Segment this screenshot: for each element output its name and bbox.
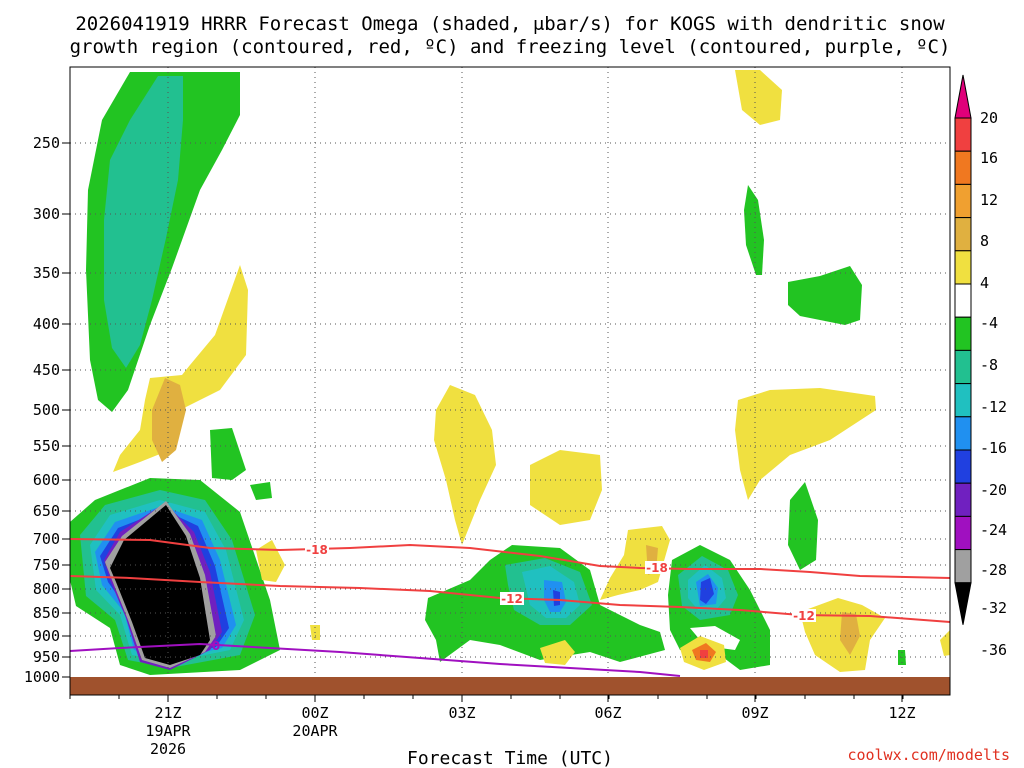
x-tick-label: 12Z	[888, 704, 915, 722]
omega-region-white-08z	[690, 626, 740, 650]
omega-region-red-08z-low	[700, 650, 708, 658]
omega-region-yellow-03z	[434, 385, 496, 545]
colorbar-bin	[954, 183, 972, 219]
colorbar-bin	[954, 349, 972, 385]
colorbar-bin	[954, 150, 972, 185]
colorbar-label: -28	[980, 561, 1007, 579]
grid-lines	[70, 67, 950, 677]
omega-region-green-right-mid	[788, 482, 818, 570]
colorbar-bin	[954, 449, 972, 484]
x-tick-label: 00Z	[301, 704, 328, 722]
x-tick-label: 21Z	[154, 704, 181, 722]
x-tick-label: 03Z	[448, 704, 475, 722]
colorbar-bin	[954, 416, 972, 451]
dgz-label-1: -18	[306, 543, 328, 557]
dgz-label-3: -12	[501, 592, 523, 606]
colorbar: 20 16 12 8 4 -4 -8 -12 -16 -20 -24 -28 -32 -36	[954, 74, 1007, 659]
y-tick-label: 450	[33, 361, 60, 379]
y-tick-label: 900	[33, 627, 60, 645]
omega-region-yellow-07z	[600, 526, 670, 600]
freezing-level-contour	[69, 642, 681, 677]
omega-region-yellow-left	[113, 265, 248, 472]
y-tick-label: 500	[33, 401, 60, 419]
omega-shading	[70, 70, 950, 675]
x-axis-label: Forecast Time (UTC)	[407, 748, 613, 768]
omega-region-green-09z-upper	[744, 185, 764, 275]
colorbar-bin	[954, 515, 972, 551]
plot-area: -18 -18 -12 -12 0	[69, 66, 951, 696]
omega-region-darkblue-08z	[700, 578, 714, 604]
omega-region-green-edge	[756, 640, 762, 655]
omega-region-green-10z	[788, 266, 862, 325]
dgz-contour-minus12	[69, 575, 951, 623]
omega-region-yellow-right-mid	[735, 388, 876, 500]
colorbar-label: -32	[980, 599, 1007, 617]
colorbar-label: -4	[980, 314, 998, 332]
y-tick-label: 1000	[24, 668, 60, 686]
y-tick-label: 750	[33, 556, 60, 574]
y-tick-label: 400	[33, 315, 60, 333]
x-tick-date: 20APR	[292, 722, 338, 740]
chart-title-line2: growth region (contoured, red, ºC) and f…	[70, 36, 951, 58]
omega-region-yellow-04z-low	[540, 640, 575, 665]
colorbar-label: 8	[980, 232, 989, 250]
colorbar-top-arrow	[954, 74, 972, 119]
y-tick-label: 300	[33, 205, 60, 223]
dgz-label-4: -12	[793, 609, 815, 623]
colorbar-bin	[954, 316, 972, 351]
y-tick-label: 800	[33, 580, 60, 598]
colorbar-bin	[954, 383, 972, 418]
colorbar-bin	[954, 217, 972, 252]
colorbar-bottom-arrow	[954, 582, 972, 625]
colorbar-bin	[954, 482, 972, 517]
y-tick-label: 350	[33, 264, 60, 282]
x-tick-label: 09Z	[741, 704, 768, 722]
x-tick-year: 2026	[150, 740, 186, 758]
colorbar-bin	[954, 283, 972, 318]
colorbar-label: -12	[980, 398, 1007, 416]
colorbar-label: 16	[980, 149, 998, 167]
colorbar-label: -8	[980, 356, 998, 374]
colorbar-label: -16	[980, 439, 1007, 457]
freezing-level-label: 0	[212, 639, 220, 653]
y-axis: 250 300 350 400 450 500 550 600 650 700 750 800 850 9…	[24, 134, 70, 686]
omega-region-green-600-b	[250, 482, 272, 500]
colorbar-label: -36	[980, 641, 1007, 659]
omega-region-teal-upper	[104, 76, 183, 368]
y-tick-label: 600	[33, 471, 60, 489]
dgz-contour-minus18	[69, 538, 951, 579]
x-tick-date: 19APR	[145, 722, 191, 740]
x-tick-label: 06Z	[594, 704, 621, 722]
omega-region-darkblue-mid	[553, 590, 560, 606]
y-tick-label: 550	[33, 437, 60, 455]
omega-region-yellow-top-right	[735, 70, 782, 125]
dgz-label-2: -18	[646, 561, 668, 575]
colorbar-label: 12	[980, 191, 998, 209]
colorbar-bin	[954, 549, 972, 584]
omega-region-orange-left	[152, 378, 186, 462]
omega-region-green-600-a	[210, 428, 246, 480]
y-tick-label: 250	[33, 134, 60, 152]
omega-region-orange-11z	[840, 612, 860, 655]
y-tick-label: 950	[33, 648, 60, 666]
y-tick-label: 700	[33, 530, 60, 548]
plot-frame	[69, 66, 951, 696]
chart-title-line1: 2026041919 HRRR Forecast Omega (shaded, …	[75, 13, 945, 35]
colorbar-label: 20	[980, 109, 998, 127]
colorbar-label: -24	[980, 521, 1007, 539]
omega-region-yellow-04z	[530, 450, 602, 525]
colorbar-label: 4	[980, 274, 989, 292]
ground-surface	[70, 677, 950, 695]
y-tick-label: 650	[33, 502, 60, 520]
dgz-contours	[69, 538, 951, 623]
colorbar-bin	[954, 117, 972, 152]
y-tick-label: 850	[33, 604, 60, 622]
credit-text: coolwx.com/modelts	[847, 746, 1010, 764]
colorbar-bin	[954, 250, 972, 285]
dgz-contour-labels: -18 -18 -12 -12	[305, 543, 816, 623]
omega-region-yellow-edge	[940, 630, 950, 656]
colorbar-label: -20	[980, 481, 1007, 499]
